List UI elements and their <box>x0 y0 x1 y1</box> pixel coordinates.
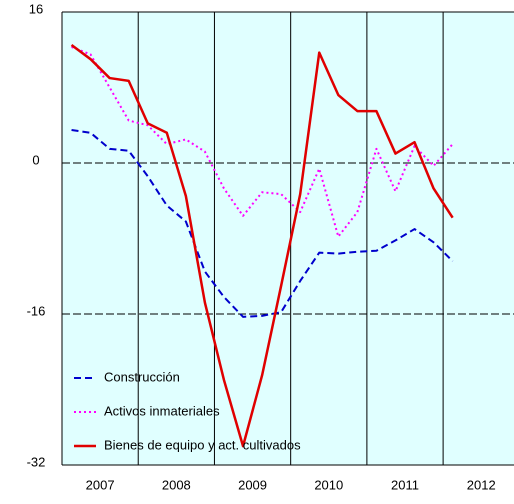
legend-label: Activos inmateriales <box>104 403 220 418</box>
y-tick-label: 0 <box>32 152 39 167</box>
x-tick-label: 2009 <box>238 477 267 492</box>
y-tick-label: 16 <box>29 1 43 16</box>
line-series <box>70 44 454 448</box>
plot-area <box>62 12 514 465</box>
y-tick-label: -32 <box>27 454 46 469</box>
x-tick-label: 2008 <box>162 477 191 492</box>
legend-label: Construcción <box>104 369 180 384</box>
line-series <box>71 45 454 238</box>
line-series <box>71 128 454 318</box>
x-tick-label: 2012 <box>467 477 496 492</box>
x-tick-label: 2010 <box>314 477 343 492</box>
x-tick-label: 2007 <box>86 477 115 492</box>
y-tick-label: -16 <box>27 303 46 318</box>
x-tick-label: 2011 <box>391 477 419 492</box>
legend-label: Bienes de equipo y act. cultivados <box>104 437 301 452</box>
